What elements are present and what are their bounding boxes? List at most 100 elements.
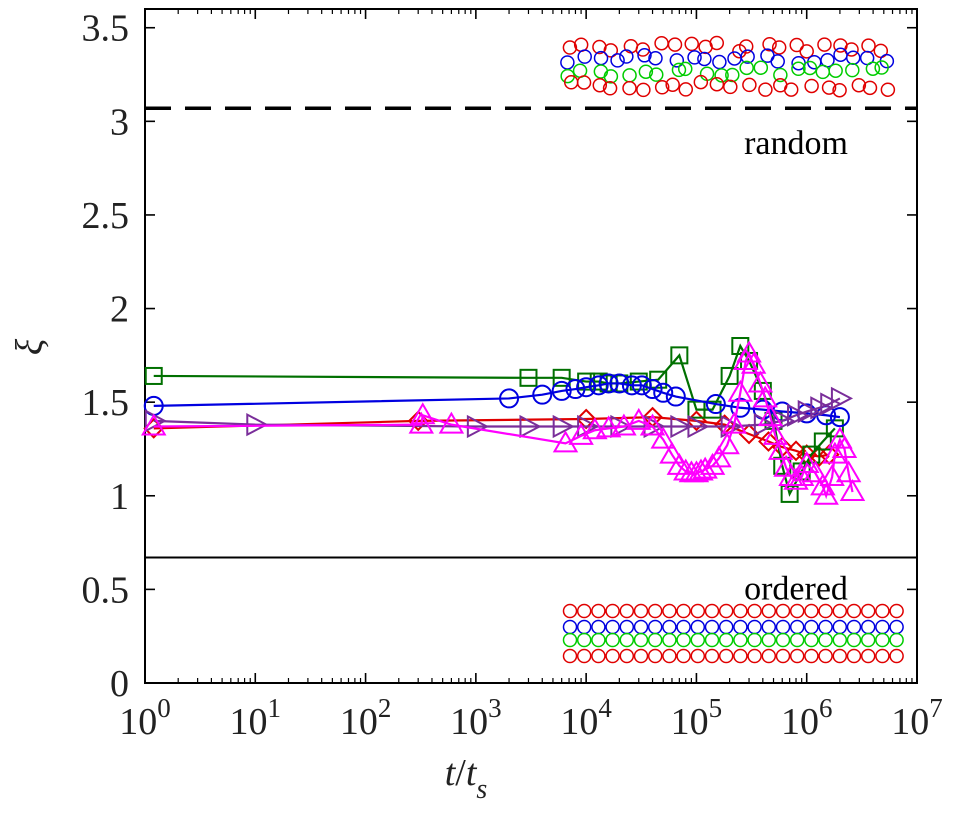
- ordered-lattice-circle: [875, 632, 890, 648]
- data-point: [740, 351, 767, 374]
- random-lattice-circle: [804, 78, 819, 94]
- reference-lines: [145, 106, 917, 559]
- ordered-lattice-circle: [562, 632, 578, 648]
- insets: [560, 35, 904, 664]
- random-lattice-circle: [738, 39, 754, 54]
- data-point: [438, 411, 465, 434]
- tick-labels: 100 101 102 103 104 105 106 107 0 0.5 1 1.5 2 2.5 3 3.5: [82, 8, 943, 743]
- random-lattice-circle: [603, 69, 619, 84]
- data-point: [595, 415, 622, 438]
- ordered-lattice-circle: [775, 603, 791, 619]
- data-point: [839, 479, 866, 502]
- ordered-lattice-circle: [647, 619, 663, 635]
- data-point: [670, 346, 689, 365]
- data-point: [552, 414, 575, 439]
- random-lattice-circle: [677, 61, 693, 77]
- data-point: [598, 373, 619, 394]
- x-tick-label: 103: [450, 693, 502, 743]
- data-point: [659, 441, 685, 464]
- ordered-lattice-circle: [889, 632, 904, 648]
- data-point: [665, 386, 686, 407]
- ordered-lattice-circle: [747, 632, 762, 648]
- data-point: [820, 392, 843, 416]
- ordered-lattice-circle: [704, 648, 720, 664]
- ordered-lattice-circle: [789, 603, 805, 619]
- random-lattice-circle: [602, 81, 618, 96]
- data-point: [773, 409, 796, 433]
- y-tick-label: 2: [110, 289, 129, 331]
- plot-frame: [144, 8, 918, 684]
- ordered-lattice-circle: [860, 603, 876, 619]
- random-lattice-circle: [709, 76, 725, 92]
- ordered-lattice-circle: [662, 603, 677, 619]
- random-lattice-circle: [817, 37, 832, 52]
- ordered-lattice-circle: [619, 632, 635, 648]
- axis-ticks: [144, 9, 918, 684]
- y-tick-label: 0.5: [82, 569, 130, 611]
- data-point: [410, 402, 436, 425]
- data-point: [747, 370, 774, 393]
- ordered-lattice-circle: [789, 648, 805, 664]
- data-point: [642, 379, 663, 400]
- random-lattice-circle: [592, 77, 608, 93]
- ordered-lattice-circle: [576, 603, 592, 619]
- data-point: [631, 375, 652, 396]
- data-point: [813, 482, 839, 505]
- y-tick-label: 2.5: [82, 195, 130, 237]
- random-lattice-circle: [619, 49, 634, 64]
- ordered-lattice-circle: [591, 603, 606, 619]
- data-point: [575, 408, 597, 430]
- ordered-lattice-circle: [761, 603, 777, 619]
- ordered-lattice-circle: [633, 619, 649, 635]
- random-lattice-circle: [832, 82, 847, 98]
- series-diamond: [143, 406, 840, 467]
- ordered-lattice-circle: [619, 619, 635, 635]
- data-point: [705, 394, 726, 415]
- data-point: [783, 467, 809, 490]
- data-point: [753, 412, 776, 437]
- ordered-lattice-circle: [804, 619, 819, 635]
- ordered-lattice-circle: [647, 603, 663, 619]
- random-lattice-circle: [742, 77, 757, 93]
- ordered-lattice-circle: [818, 619, 833, 635]
- random-lattice-circle: [783, 82, 799, 97]
- data-point: [829, 407, 850, 428]
- random-lattice-circle: [802, 60, 818, 76]
- ordered-lattice-circle: [647, 648, 663, 664]
- random-lattice-circle: [789, 37, 804, 53]
- data-point: [519, 414, 542, 439]
- ordered-lattice-circle: [846, 619, 862, 635]
- ordered-lattice-circle: [633, 648, 649, 664]
- data-point: [609, 373, 630, 394]
- data-point: [532, 384, 553, 405]
- data-point: [670, 414, 693, 439]
- data-point: [762, 422, 789, 445]
- annotations: random ordered: [744, 125, 848, 607]
- ordered-lattice-circle: [591, 632, 606, 648]
- random-lattice-circle: [593, 64, 609, 79]
- random-lattice-circle: [771, 40, 787, 55]
- random-lattice-circle: [758, 82, 773, 97]
- ordered-lattice-circle: [690, 632, 706, 648]
- data-point: [830, 386, 854, 411]
- random-lattice-circle: [687, 50, 702, 65]
- ordered-lattice-circle: [676, 619, 691, 635]
- ordered-lattice-circle: [775, 619, 791, 635]
- ordered-lattice-circle: [889, 619, 904, 635]
- ordered-lattice-circle: [860, 632, 876, 648]
- data-point: [819, 464, 845, 487]
- ordered-lattice-circle: [676, 632, 691, 648]
- random-lattice-circle: [828, 63, 843, 78]
- random-lattice-circle: [833, 47, 848, 62]
- random-lattice-circle: [880, 82, 896, 97]
- ordered-lattice-circle: [761, 619, 777, 635]
- ordered-lattice-circle: [832, 648, 848, 664]
- ordered-lattice-circle: [804, 603, 819, 619]
- random-lattice-circle: [799, 44, 814, 59]
- data-point: [721, 411, 747, 434]
- ordered-lattice-circle: [718, 632, 734, 648]
- series-triangle-up: [140, 340, 866, 505]
- ordered-lattice-circle: [562, 619, 578, 635]
- data-point: [720, 366, 739, 385]
- y-tick-label: 1: [110, 476, 129, 518]
